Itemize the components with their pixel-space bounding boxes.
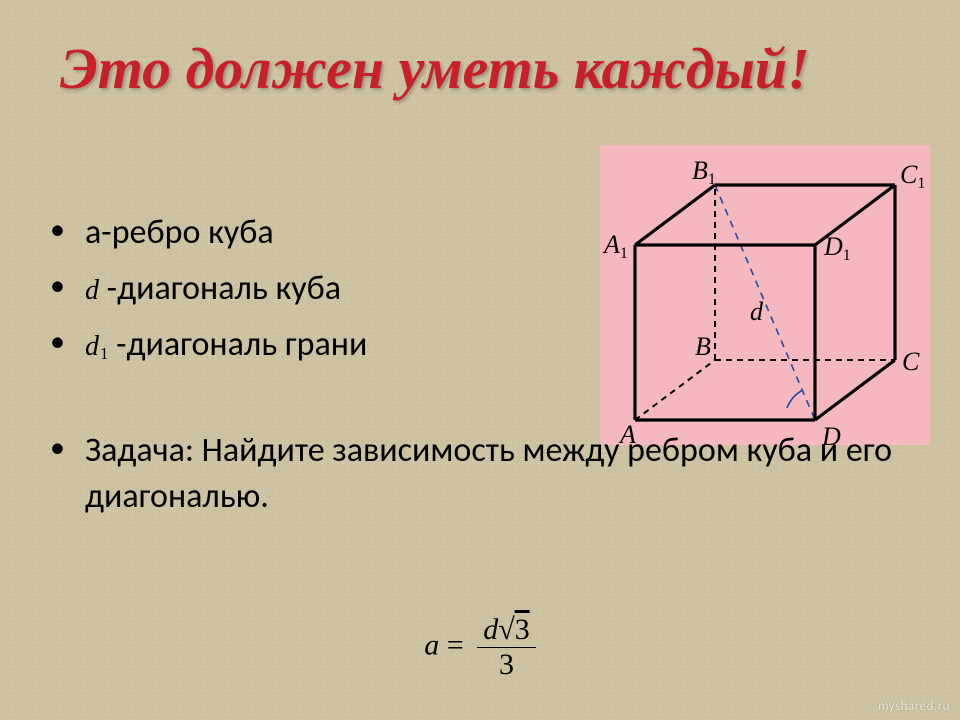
bullet-3-var-base: d [85,331,99,362]
bullet-2-var: d [85,275,99,306]
bullet-1: а-ребро куба [30,210,930,256]
vertex-C1: C1 [900,160,925,192]
slide-title: Это должен уметь каждый! [60,35,920,102]
bullet-1-text: а-ребро куба [85,212,274,253]
formula-fraction: d√3 3 [477,615,535,680]
vertex-B1: B1 [692,156,716,188]
formula-lhs: a [424,628,439,661]
formula-eq: = [439,628,471,661]
bullet-3-var: d1 [85,331,108,362]
formula-denominator: 3 [477,648,535,680]
bullet-3-text: -диагональ грани [108,324,367,365]
watermark: myshared.ru [878,699,950,714]
formula: a = d√3 3 [0,615,960,680]
bullet-3: d1 -диагональ грани [30,322,930,368]
slide: Это должен уметь каждый! [0,0,960,720]
bullet-2: d -диагональ куба [30,266,930,312]
bullet-4: Задача: Найдите зависимость между ребром… [30,428,930,520]
formula-numerator: d√3 [477,615,535,648]
formula-radicand: 3 [515,613,530,646]
bullet-list: а-ребро куба d -диагональ куба d1 -диаго… [30,210,930,519]
bullet-4-text: Задача: Найдите зависимость между ребром… [85,430,892,517]
formula-num-var: d [483,613,498,646]
bullet-2-text: -диагональ куба [99,268,341,309]
slide-body: а-ребро куба d -диагональ куба d1 -диаго… [30,200,930,529]
formula-sqrt: √ [498,613,514,646]
